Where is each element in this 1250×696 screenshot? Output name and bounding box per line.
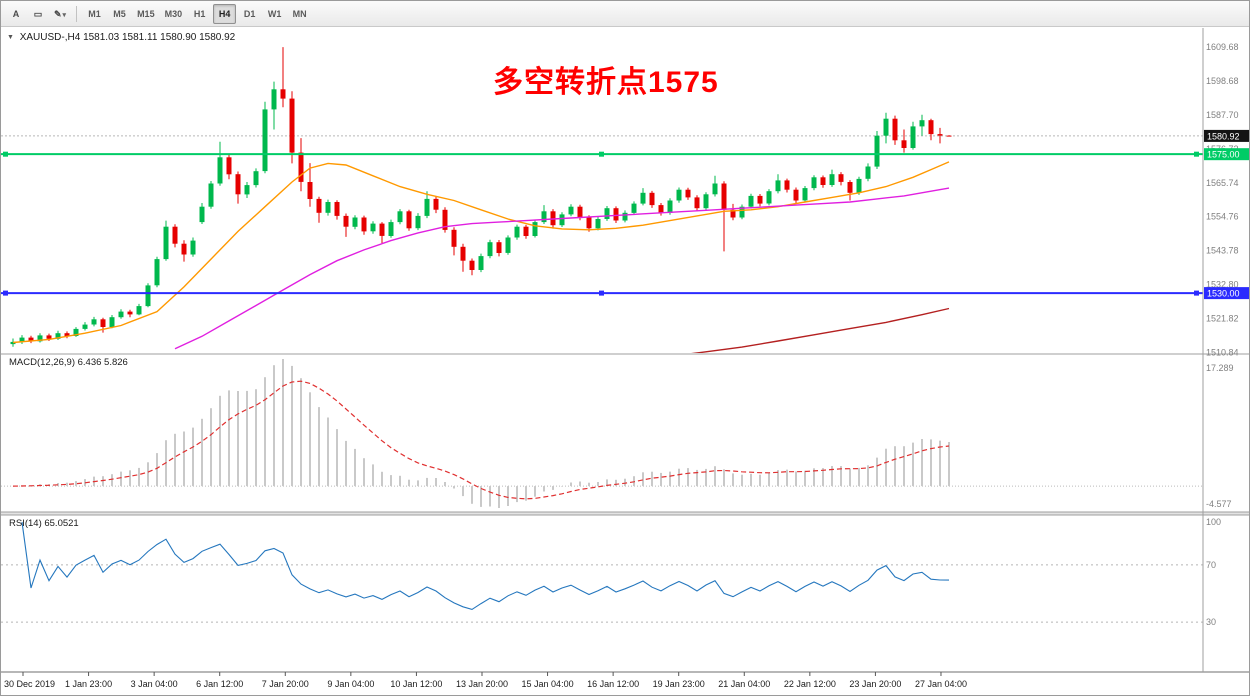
svg-text:7 Jan 20:00: 7 Jan 20:00	[262, 679, 309, 689]
hline-1530.00[interactable]	[1, 290, 1203, 296]
svg-text:30 Dec 2019: 30 Dec 2019	[4, 679, 55, 689]
annotation-text[interactable]: 多空转折点1575	[493, 66, 719, 99]
timeframe-mn-button[interactable]: MN	[288, 4, 311, 24]
ma-slow-darkred-line	[691, 307, 950, 353]
svg-text:6 Jan 12:00: 6 Jan 12:00	[196, 679, 243, 689]
svg-text:1521.82: 1521.82	[1206, 313, 1239, 323]
text-tool-button[interactable]: A	[6, 4, 26, 24]
toolbar-tools: A ▭ ✎▾	[5, 4, 71, 24]
pencil-icon: ✎	[54, 8, 62, 19]
svg-text:30: 30	[1206, 617, 1216, 627]
svg-text:3 Jan 04:00: 3 Jan 04:00	[131, 679, 178, 689]
svg-text:1609.68: 1609.68	[1206, 42, 1239, 52]
svg-text:22 Jan 12:00: 22 Jan 12:00	[784, 679, 836, 689]
chart-menu-arrow-icon[interactable]: ▼	[7, 34, 14, 41]
toolbar-separator	[76, 5, 78, 22]
draw-tools-button[interactable]: ✎▾	[50, 4, 70, 24]
macd-signal-line	[12, 380, 950, 500]
svg-text:1543.78: 1543.78	[1206, 246, 1239, 256]
svg-text:13 Jan 20:00: 13 Jan 20:00	[456, 679, 508, 689]
objects-tool-button[interactable]: ▭	[28, 4, 48, 24]
svg-text:1554.76: 1554.76	[1206, 212, 1239, 222]
svg-text:1530.00: 1530.00	[1207, 289, 1240, 299]
macd-layer	[1, 359, 1203, 508]
svg-text:1587.70: 1587.70	[1206, 110, 1239, 120]
rsi-indicator-label: RSI(14) 65.0521	[9, 518, 79, 529]
svg-text:1532.80: 1532.80	[1206, 279, 1239, 289]
timeframe-m30-button[interactable]: M30	[161, 4, 187, 24]
letter-a-icon: A	[12, 8, 20, 19]
rsi-layer	[1, 521, 1203, 623]
candles-layer	[10, 47, 952, 347]
rectangle-icon: ▭	[33, 8, 43, 19]
svg-text:16 Jan 12:00: 16 Jan 12:00	[587, 679, 639, 689]
chevron-down-icon: ▾	[62, 11, 67, 19]
svg-text:10 Jan 12:00: 10 Jan 12:00	[390, 679, 442, 689]
timeframe-m5-button[interactable]: M5	[108, 4, 131, 24]
toolbar: A ▭ ✎▾ M1 M5 M15 M30 H1 H4 D1 W1 MN	[1, 1, 1249, 27]
hline-price-tag: 1575.00	[1204, 148, 1249, 161]
svg-text:27 Jan 04:00: 27 Jan 04:00	[915, 679, 967, 689]
svg-text:15 Jan 04:00: 15 Jan 04:00	[522, 679, 574, 689]
price-axis[interactable]: 1609.681598.681587.701576.721565.741554.…	[1206, 42, 1239, 627]
svg-text:1 Jan 23:00: 1 Jan 23:00	[65, 679, 112, 689]
svg-text:21 Jan 04:00: 21 Jan 04:00	[718, 679, 770, 689]
timeframe-buttons: M1 M5 M15 M30 H1 H4 D1 W1 MN	[82, 3, 312, 24]
timeframe-h4-button[interactable]: H4	[213, 3, 237, 24]
pane-separators	[1, 28, 1249, 673]
bid-price-tag: 1580.92	[1204, 129, 1249, 142]
symbol-ohlc-text: XAUUSD-,H4 1581.03 1581.11 1580.90 1580.…	[19, 32, 236, 43]
svg-text:1580.92: 1580.92	[1207, 131, 1240, 141]
svg-text:1565.74: 1565.74	[1206, 178, 1239, 188]
timeframe-w1-button[interactable]: W1	[263, 4, 286, 24]
time-axis[interactable]: 30 Dec 2019 1 Jan 23:00 3 Jan 04:00 6 Jan 1…	[4, 672, 967, 689]
svg-text:17.289: 17.289	[1206, 363, 1234, 373]
svg-text:-4.577: -4.577	[1206, 499, 1232, 509]
svg-text:1510.84: 1510.84	[1206, 347, 1239, 357]
hline-price-tag: 1530.00	[1204, 287, 1249, 300]
svg-text:1598.68: 1598.68	[1206, 76, 1239, 86]
macd-indicator-label: MACD(12,26,9) 6.436 5.826	[9, 357, 128, 368]
svg-text:70: 70	[1206, 560, 1216, 570]
svg-text:23 Jan 20:00: 23 Jan 20:00	[849, 679, 901, 689]
svg-text:100: 100	[1206, 517, 1221, 527]
svg-text:19 Jan 23:00: 19 Jan 23:00	[653, 679, 705, 689]
ma-mid-magenta-line	[174, 187, 950, 350]
svg-text:1575.00: 1575.00	[1207, 150, 1240, 160]
symbol-ohlc-label: ▼ XAUUSD-,H4 1581.03 1581.11 1580.90 158…	[7, 32, 235, 43]
timeframe-d1-button[interactable]: D1	[238, 4, 261, 24]
rsi-line	[21, 521, 950, 610]
ma-fast-orange-line	[12, 161, 950, 344]
timeframe-m1-button[interactable]: M1	[83, 4, 106, 24]
svg-text:9 Jan 04:00: 9 Jan 04:00	[327, 679, 374, 689]
timeframe-m15-button[interactable]: M15	[133, 4, 159, 24]
hline-1575.00[interactable]	[1, 151, 1203, 157]
timeframe-h1-button[interactable]: H1	[188, 4, 211, 24]
